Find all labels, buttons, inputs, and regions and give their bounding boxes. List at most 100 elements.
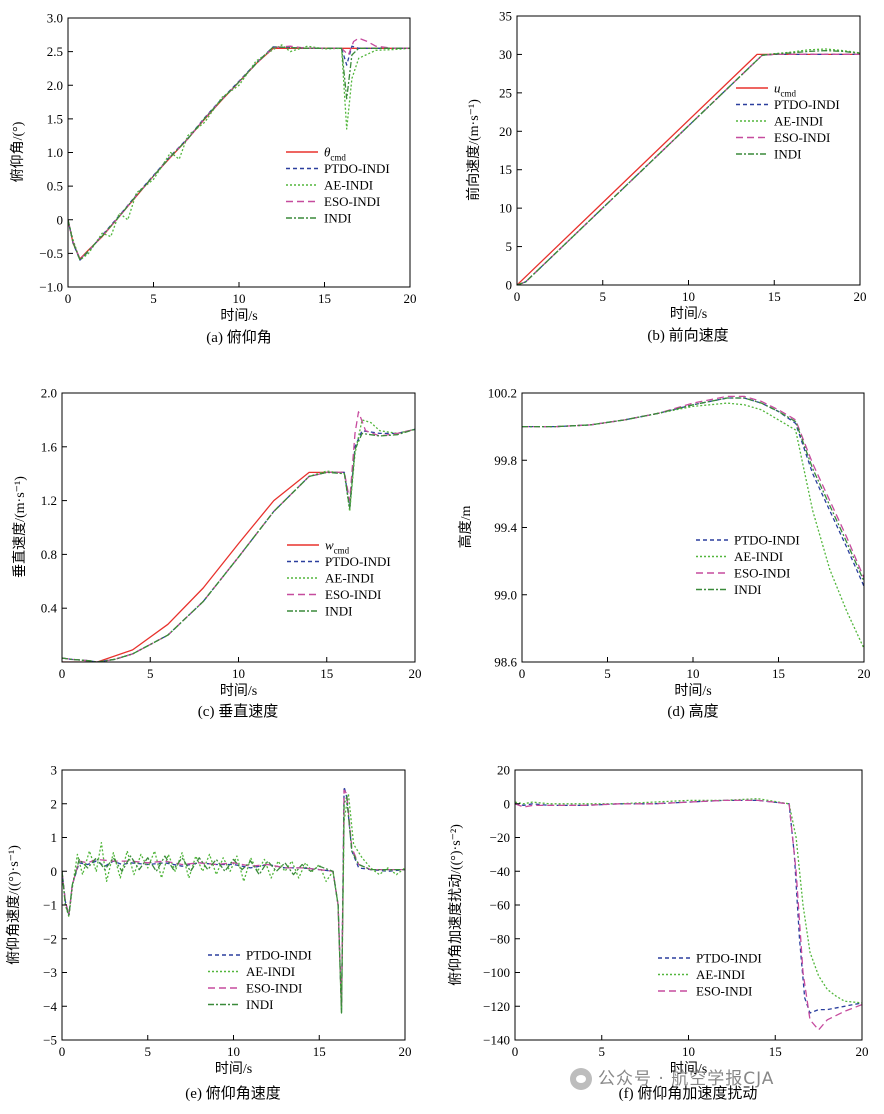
watermark: 公众号 · 航空学报CJA	[570, 1064, 774, 1090]
series-line-eso-indi	[68, 37, 410, 261]
y-tick-label: 30	[499, 47, 512, 62]
y-tick-label: 25	[499, 85, 512, 100]
y-tick-label: 1.5	[47, 111, 63, 126]
series-line-ptdo-indi	[62, 428, 415, 662]
legend-label: ESO-INDI	[734, 566, 790, 581]
chart-d: 0 5 10 15 20 98.6 99.0 99.4 99.8 100.2 时间/s 高度/m (d)…	[457, 386, 871, 721]
legend-label: AE-INDI	[325, 571, 374, 586]
series-line-indi	[62, 796, 405, 1014]
x-tick-label: 5	[604, 666, 611, 681]
y-tick-label: 20	[499, 124, 512, 139]
x-tick-label: 20	[399, 1044, 412, 1059]
x-tick-label: 20	[858, 666, 871, 681]
plot-frame	[521, 392, 865, 663]
series-line-indi	[522, 397, 864, 582]
legend-label: PTDO-INDI	[325, 554, 391, 569]
legend-label: θcmd	[324, 145, 346, 163]
legend-label: ESO-INDI	[324, 194, 380, 209]
series-line-ae-indi	[62, 792, 405, 1014]
series-line-eso-indi	[62, 789, 405, 1007]
chart-b: 0 5 10 15 20 0 5 10 15 20 25 30 35 时间/s 前向速度/(m·s⁻¹) (b…	[465, 9, 867, 345]
y-tick-label: 1.2	[41, 493, 57, 508]
x-tick-label: 0	[514, 289, 521, 304]
y-tick-label: −1	[43, 898, 57, 913]
y-axis-label: 俯仰角/(°)	[10, 121, 26, 182]
legend-label: PTDO-INDI	[246, 948, 312, 963]
y-tick-label: 0.4	[41, 601, 58, 616]
series-line-ae-indi	[62, 419, 415, 662]
series-line-eso-indi	[522, 395, 864, 579]
legend-label: AE-INDI	[246, 964, 295, 979]
y-tick-label: −120	[483, 999, 510, 1014]
series-line-ae-indi	[517, 48, 860, 285]
chart-c: 0 5 10 15 20 0.4 0.8 1.2 1.6 2.0 时间/s 垂直速度/(m·s⁻¹) (…	[11, 386, 422, 721]
x-axis-label: 时间/s	[674, 683, 711, 699]
wechat-icon	[570, 1068, 592, 1090]
y-tick-label: 1.0	[47, 145, 63, 160]
series-line--	[68, 47, 410, 260]
series-line-ptdo-indi	[68, 45, 410, 261]
y-tick-label: −140	[483, 1033, 510, 1048]
legend-label: wcmd	[325, 538, 350, 556]
x-tick-label: 20	[856, 1044, 869, 1059]
y-axis-label: 垂直速度/(m·s⁻¹)	[11, 476, 28, 578]
series-line-indi	[517, 49, 860, 285]
x-axis-label: 时间/s	[220, 683, 257, 699]
y-tick-label: −60	[490, 898, 510, 913]
x-tick-label: 20	[854, 289, 867, 304]
y-tick-label: −40	[490, 864, 510, 879]
series-line-u	[517, 53, 860, 285]
x-tick-label: 15	[318, 291, 331, 306]
legend-label: INDI	[324, 211, 351, 226]
series-line-ae-indi	[515, 798, 862, 1004]
x-tick-label: 5	[150, 291, 157, 306]
legend-label: PTDO-INDI	[696, 951, 762, 966]
x-tick-label: 5	[599, 1044, 606, 1059]
y-tick-label: −1.0	[39, 280, 63, 295]
legend-label: ESO-INDI	[774, 130, 830, 145]
series-line-ae-indi	[68, 44, 410, 261]
y-tick-label: 1.6	[41, 439, 58, 454]
x-tick-label: 10	[682, 289, 695, 304]
chart-caption: (c) 垂直速度	[198, 703, 278, 720]
legend-label: AE-INDI	[696, 967, 745, 982]
y-axis-label: 高度/m	[457, 506, 474, 549]
x-tick-label: 15	[313, 1044, 326, 1059]
y-tick-label: 2	[51, 796, 58, 811]
y-tick-label: 0.5	[47, 179, 63, 194]
legend-symbol: w	[325, 538, 334, 553]
series-line-w	[62, 471, 345, 662]
legend-label: ESO-INDI	[246, 981, 302, 996]
x-tick-label: 10	[687, 666, 700, 681]
legend-label: INDI	[774, 147, 801, 162]
legend-label: PTDO-INDI	[734, 533, 800, 548]
y-tick-label: 2.0	[47, 78, 63, 93]
x-tick-label: 5	[145, 1044, 152, 1059]
x-tick-label: 10	[227, 1044, 240, 1059]
legend-label: AE-INDI	[774, 114, 823, 129]
y-axis-label: 俯仰角加速度扰动/((°)·s⁻²)	[448, 824, 464, 986]
y-tick-label: 1	[51, 830, 58, 845]
y-tick-label: 98.6	[494, 655, 517, 670]
x-tick-label: 15	[768, 289, 781, 304]
legend-subscript: cmd	[330, 153, 346, 163]
x-tick-label: 5	[147, 666, 154, 681]
y-tick-label: 0	[57, 212, 64, 227]
y-tick-label: 2.0	[41, 386, 57, 401]
plot-frame	[514, 769, 863, 1041]
legend-label: PTDO-INDI	[324, 161, 390, 176]
x-tick-label: 15	[772, 666, 785, 681]
y-tick-label: 20	[497, 763, 510, 778]
chart-e: 0 5 10 15 20 −5 −4 −3 −2 −1 0 1 2 3 时间/s 俯仰角速度/((°)·s⁻¹…	[6, 763, 412, 1103]
y-tick-label: 15	[499, 162, 512, 177]
series-line-ptdo-indi	[515, 799, 862, 1014]
x-tick-label: 10	[233, 291, 246, 306]
plot-frame	[61, 769, 406, 1041]
legend-label: ESO-INDI	[696, 984, 752, 999]
legend-symbol: u	[774, 81, 781, 96]
